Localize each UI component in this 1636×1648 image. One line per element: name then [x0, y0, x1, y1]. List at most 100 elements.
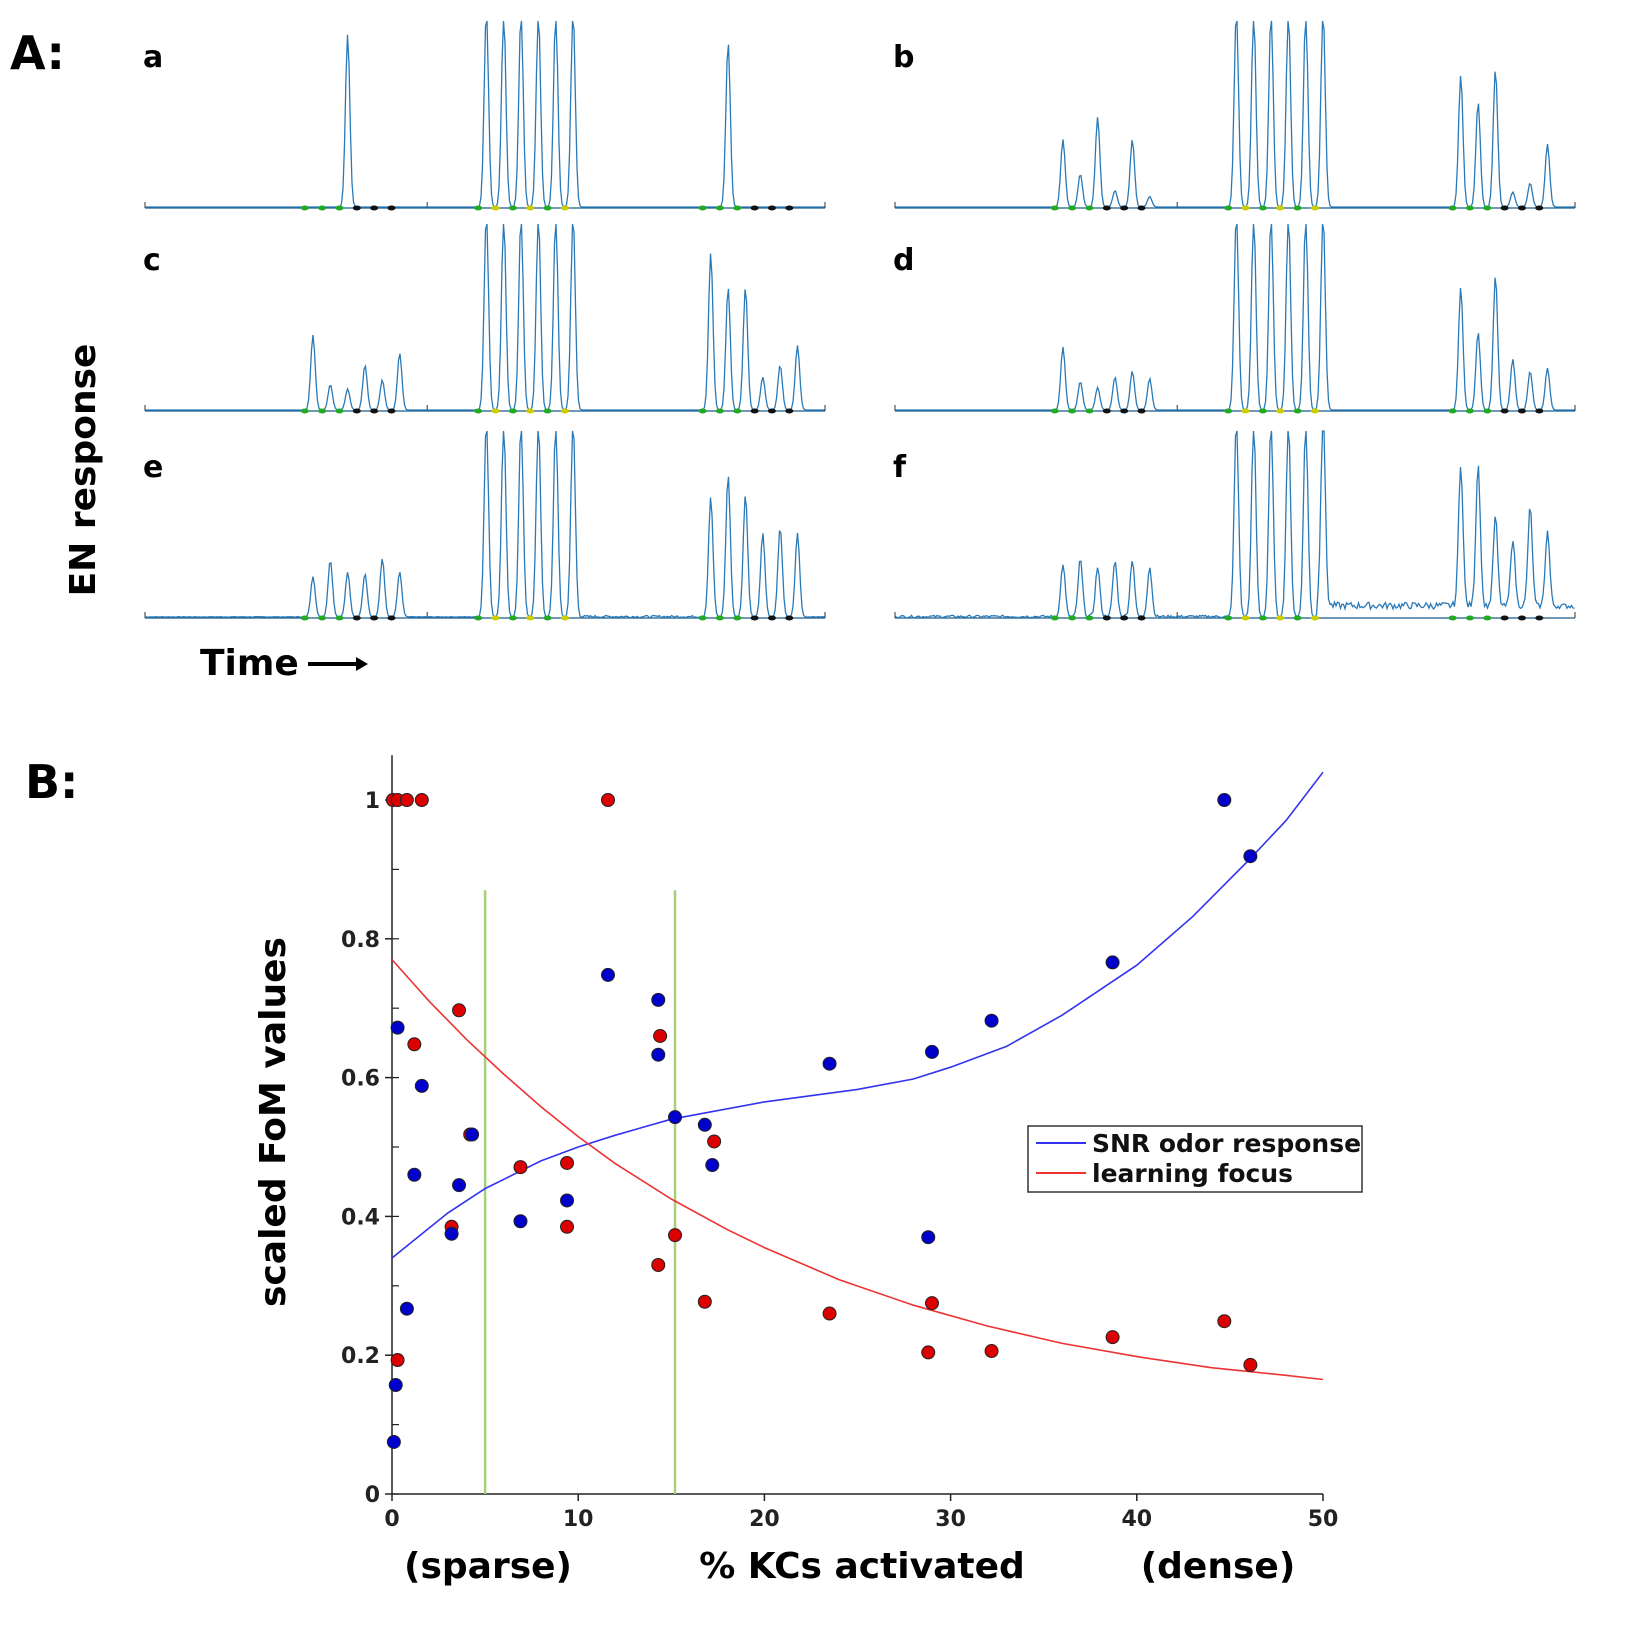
scatter-chart: 0 10 20 30 40 50 0 0.2 0.4 0.6 0.8 1: [341, 755, 1338, 1532]
stimulus-dot: [318, 408, 327, 414]
stimulus-dot: [491, 205, 500, 211]
stimulus-dot: [1483, 205, 1492, 211]
stimulus-dot: [698, 205, 707, 211]
data-point-learning-focus: [600, 793, 615, 807]
stimulus-dot: [767, 615, 776, 621]
x-tick-label: 0: [384, 1507, 399, 1532]
data-point-learning-focus: [560, 1155, 575, 1170]
stimulus-dot: [387, 205, 396, 211]
stimulus-dot: [1120, 615, 1129, 621]
stimulus-dot: [1535, 408, 1544, 414]
panel-b-label: B:: [25, 755, 78, 809]
y-tick-label: 1: [365, 789, 380, 814]
x-axis-label-right: (dense): [1141, 1546, 1296, 1587]
subplot-label-c: c: [143, 243, 161, 278]
stimulus-dot: [1102, 408, 1111, 414]
trace-line: [145, 430, 825, 619]
stimulus-dot: [1517, 615, 1526, 621]
panel-a: A: EN response Time a b c d e f: [10, 20, 1576, 684]
stimulus-dot: [526, 615, 535, 621]
stimulus-dot: [1483, 408, 1492, 414]
data-point-snr: [822, 1056, 837, 1071]
stimulus-dot: [1310, 408, 1319, 414]
stimulus-dot: [318, 205, 327, 211]
stimulus-dot: [335, 615, 344, 621]
data-point-snr: [1217, 793, 1232, 807]
stimulus-dot: [370, 205, 379, 211]
data-point-learning-focus: [668, 1228, 683, 1243]
stimulus-dot: [1535, 615, 1544, 621]
legend-entry-learning-focus: learning focus: [1092, 1159, 1293, 1188]
panel-a-y-axis-label: EN response: [63, 344, 104, 597]
trace-line: [145, 20, 825, 208]
data-point-learning-focus: [390, 1353, 405, 1368]
data-point-snr: [388, 1378, 403, 1393]
data-point-snr: [1243, 849, 1258, 864]
stimulus-dot: [750, 408, 759, 414]
y-tick-label: 0.6: [341, 1067, 380, 1092]
panel-a-x-axis-label: Time: [200, 643, 299, 684]
stimulus-dot: [1224, 408, 1233, 414]
data-point-snr: [924, 1044, 939, 1059]
stimulus-dot: [1241, 205, 1250, 211]
stimulus-dot: [715, 408, 724, 414]
stimulus-dot: [1448, 408, 1457, 414]
data-point-learning-focus: [653, 1028, 668, 1043]
stimulus-dot: [300, 615, 309, 621]
stimulus-dot: [1500, 205, 1509, 211]
stimulus-dot: [560, 615, 569, 621]
legend-entry-snr: SNR odor response: [1092, 1129, 1361, 1158]
data-point-snr: [386, 1434, 401, 1449]
stimulus-dot: [526, 408, 535, 414]
data-point-snr: [651, 992, 666, 1007]
stimulus-dot: [1448, 205, 1457, 211]
stimulus-dot: [1258, 205, 1267, 211]
data-point-learning-focus: [414, 793, 429, 807]
subplot-b: b: [893, 20, 1576, 211]
panel-a-label: A:: [10, 26, 65, 80]
stimulus-dot: [1535, 205, 1544, 211]
data-point-learning-focus: [452, 1003, 467, 1018]
stimulus-dot: [1050, 615, 1059, 621]
data-point-snr: [390, 1020, 405, 1035]
stimulus-dot: [1500, 615, 1509, 621]
y-tick-label: 0.8: [341, 928, 380, 953]
trace-line: [894, 430, 1575, 619]
stimulus-dot: [1241, 408, 1250, 414]
stimulus-dot: [767, 408, 776, 414]
stimulus-dot: [335, 205, 344, 211]
stimulus-dot: [733, 408, 742, 414]
time-arrow: [308, 657, 368, 671]
stimulus-dot: [543, 615, 552, 621]
data-point-snr: [1105, 955, 1120, 970]
x-tick-label: 20: [749, 1507, 780, 1532]
stimulus-dot: [1517, 205, 1526, 211]
subplot-a: a: [143, 20, 826, 211]
stimulus-dot: [1500, 408, 1509, 414]
data-point-learning-focus: [984, 1344, 999, 1359]
fit-curve-1: [391, 959, 1324, 1381]
subplot-e: e: [143, 430, 826, 621]
y-tick-label: 0: [365, 1483, 380, 1508]
stimulus-dot: [352, 408, 361, 414]
stimulus-dot: [1448, 615, 1457, 621]
fit-curve-0: [391, 771, 1324, 1259]
x-tick-label: 50: [1308, 1507, 1339, 1532]
legend: SNR odor response learning focus: [1027, 1125, 1363, 1193]
data-point-snr: [697, 1117, 712, 1132]
y-tick-label: 0.4: [341, 1205, 380, 1230]
stimulus-dot: [1050, 408, 1059, 414]
stimulus-dot: [733, 615, 742, 621]
data-point-snr: [407, 1167, 422, 1182]
subplot-f: f: [893, 430, 1576, 621]
stimulus-dot: [1137, 408, 1146, 414]
legend-box: [1027, 1125, 1363, 1193]
stimulus-dot: [1293, 205, 1302, 211]
y-tick-label: 0.2: [341, 1344, 380, 1369]
stimulus-dot: [1241, 615, 1250, 621]
subplot-c: c: [143, 223, 826, 414]
stimulus-dot: [491, 615, 500, 621]
data-point-learning-focus: [924, 1296, 939, 1311]
data-point-learning-focus: [513, 1160, 528, 1175]
trace-line: [895, 20, 1575, 208]
